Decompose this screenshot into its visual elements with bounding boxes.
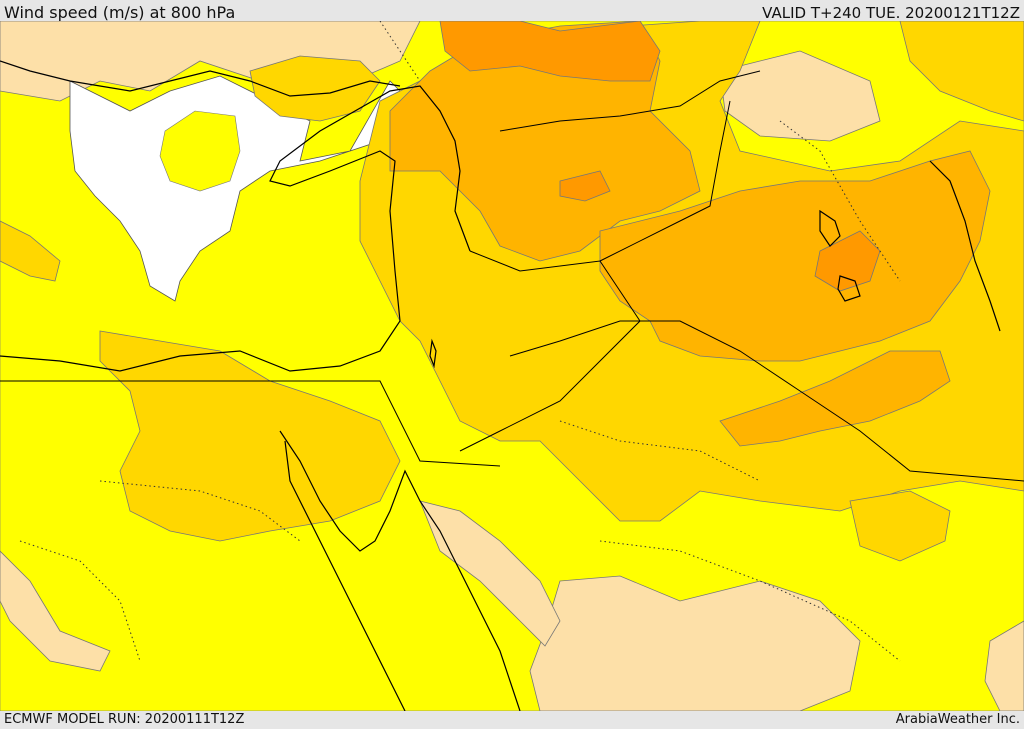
admin-boundary-5 bbox=[779, 120, 901, 282]
field-strongest-iraq bbox=[814, 230, 881, 292]
field-low-se-2 bbox=[419, 500, 561, 647]
map-title: Wind speed (m/s) at 800 hPa bbox=[4, 3, 236, 22]
border-egypt-sudan bbox=[0, 380, 501, 467]
field-low-sw bbox=[0, 550, 111, 672]
border-saudi-iraq bbox=[509, 320, 1024, 482]
field-strongest-syria bbox=[559, 170, 611, 202]
credit: ArabiaWeather Inc. bbox=[895, 712, 1020, 727]
model-run: ECMWF MODEL RUN: 20200111T12Z bbox=[4, 712, 245, 727]
border-iraq-syria bbox=[499, 70, 761, 132]
field-strong-egypt bbox=[99, 330, 401, 542]
coastline-red-sea bbox=[279, 430, 521, 711]
coastline-mediterranean bbox=[0, 85, 471, 372]
dead-sea bbox=[429, 338, 437, 369]
coastline-red-sea-west bbox=[284, 440, 406, 711]
admin-boundary-1 bbox=[559, 420, 761, 482]
field-strong-arabia bbox=[849, 490, 951, 562]
border-syria-iraq-2 bbox=[599, 100, 731, 262]
field-low-e bbox=[984, 620, 1024, 711]
coastline-aegean bbox=[0, 60, 401, 97]
border-jordan bbox=[459, 250, 641, 452]
footer-bar: ECMWF MODEL RUN: 20200111T12Z ArabiaWeat… bbox=[0, 711, 1024, 729]
field-moderate-island bbox=[159, 110, 241, 192]
valid-time: VALID T+240 TUE. 20200121T12Z bbox=[762, 4, 1020, 22]
field-stronger-gulf bbox=[719, 350, 951, 447]
field-strong-north bbox=[249, 55, 381, 122]
field-low-ne bbox=[719, 50, 881, 142]
field-low-se-1 bbox=[529, 575, 861, 711]
field-stronger-iraq bbox=[599, 150, 991, 362]
admin-boundary-2 bbox=[99, 480, 301, 542]
admin-boundary-4 bbox=[19, 540, 141, 662]
admin-boundary-6 bbox=[379, 21, 421, 82]
field-strong-west bbox=[0, 220, 61, 282]
lake-tharthar bbox=[819, 209, 841, 247]
field-strong-ne bbox=[899, 21, 1024, 122]
lake-habbaniyah bbox=[837, 275, 861, 302]
header-bar: Wind speed (m/s) at 800 hPa VALID T+240 … bbox=[0, 0, 1024, 22]
coastline-gulf bbox=[929, 160, 1001, 332]
field-strongest-north bbox=[439, 21, 661, 82]
map-canvas bbox=[0, 21, 1024, 711]
wind-speed-map[interactable] bbox=[0, 21, 1024, 711]
